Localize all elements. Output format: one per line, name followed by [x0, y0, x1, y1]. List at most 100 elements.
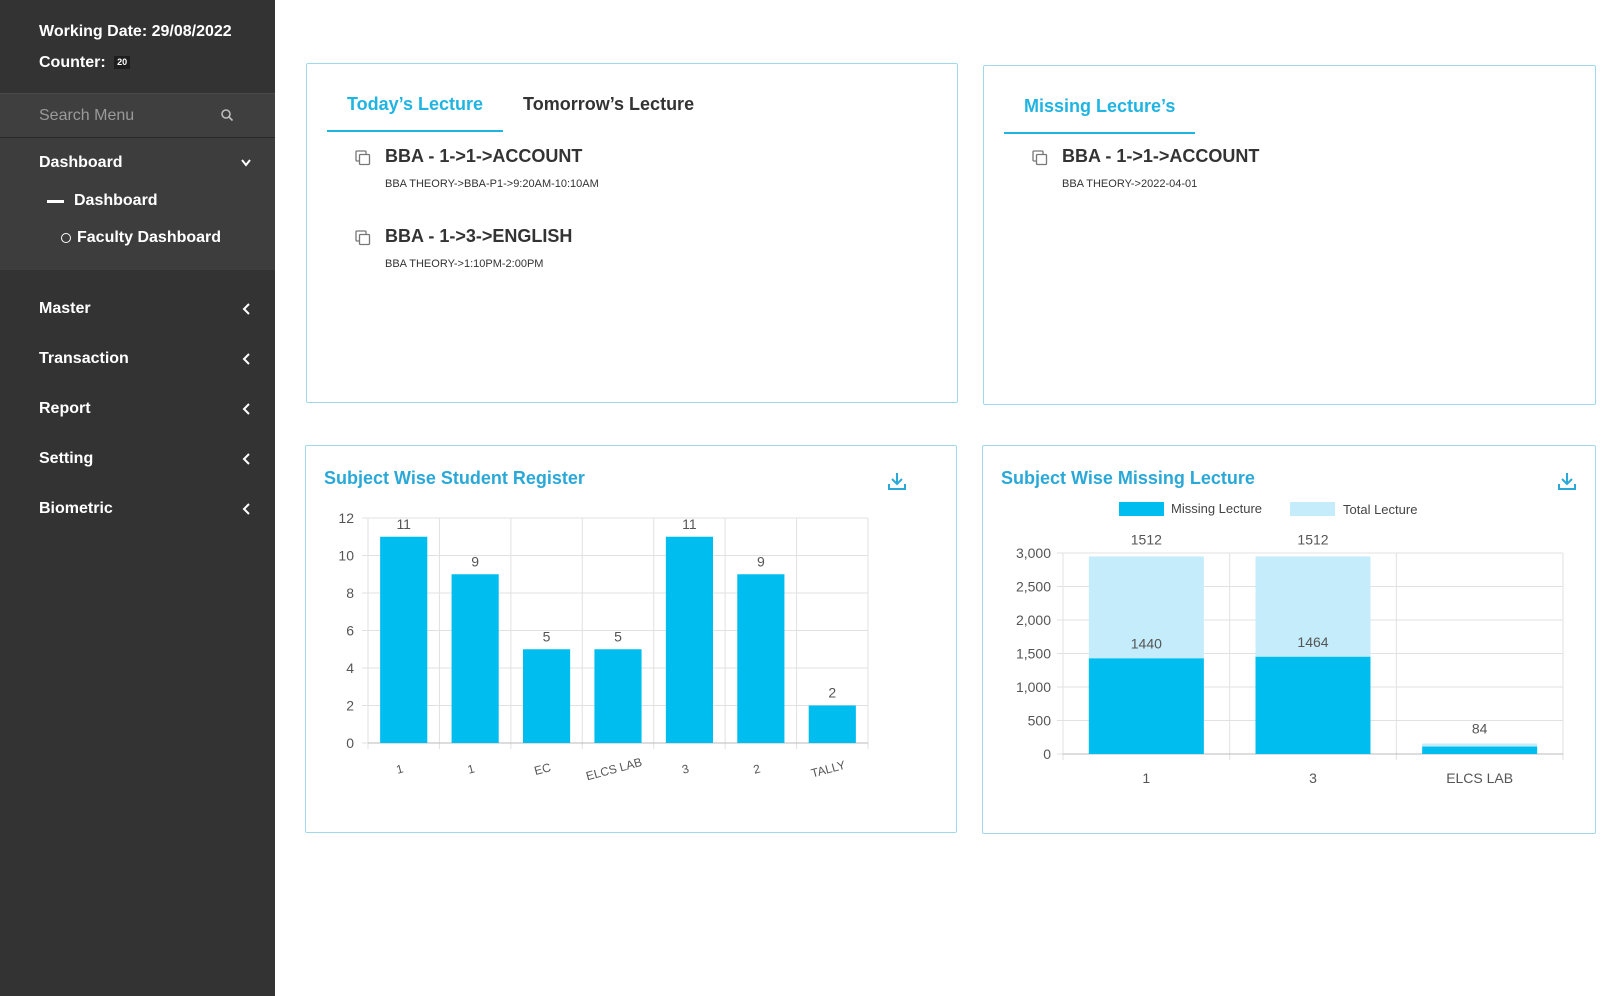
copy-icon [355, 150, 371, 166]
x-tick-label: 1 [395, 761, 405, 776]
y-tick-label: 8 [346, 585, 354, 601]
data-label: 1464 [1297, 634, 1328, 650]
legend-label: Missing Lecture [1171, 501, 1262, 516]
y-tick-label: 1,000 [1016, 679, 1051, 695]
bar-segment-total [1422, 743, 1538, 747]
x-tick-label: 1 [1142, 770, 1150, 786]
chevron-left-icon [242, 353, 250, 365]
data-label: 84 [1472, 721, 1488, 737]
lecture-detail: BBA THEORY->2022-04-01 [1062, 178, 1198, 190]
chart-title: Subject Wise Student Register [324, 468, 585, 488]
tab-missing-lectures[interactable]: Missing Lecture’s [1004, 88, 1196, 134]
y-tick-label: 2,000 [1016, 612, 1051, 628]
circle-icon [61, 233, 71, 243]
data-label: 1512 [1297, 531, 1328, 547]
missing-lecture-chart-card: Subject Wise Missing Lecture Missing Lec… [982, 445, 1596, 834]
y-tick-label: 0 [346, 735, 354, 751]
chevron-left-icon [242, 503, 250, 515]
bar-segment-missing [1255, 656, 1371, 754]
bar [523, 649, 571, 743]
counter-label: Counter: [39, 54, 106, 71]
sidebar-item-setting[interactable]: Setting [0, 436, 275, 482]
y-tick-label: 2,500 [1016, 579, 1051, 595]
bar [665, 536, 713, 743]
counter-row: Counter: 20 [39, 47, 275, 78]
legend-label: Total Lecture [1343, 502, 1417, 517]
lecture-title: BBA - 1->3->ENGLISH [385, 226, 573, 246]
y-tick-label: 2 [346, 698, 354, 714]
missing-lecture-card: Missing Lecture’s BBA - 1->1->ACCOUNT BB… [983, 65, 1596, 405]
sidebar-subitem-dashboard[interactable]: Dashboard [0, 182, 275, 219]
y-tick-label: 10 [338, 548, 354, 564]
x-tick-label: EC [533, 760, 553, 778]
y-tick-label: 3,000 [1016, 545, 1051, 561]
data-label: 5 [543, 628, 551, 644]
y-tick-label: 1,500 [1016, 646, 1051, 662]
lecture-detail: BBA THEORY->BBA-P1->9:20AM-10:10AM [385, 178, 599, 190]
data-label: 11 [682, 516, 697, 532]
main-menu: Master Transaction Report Setting Biomet… [0, 270, 275, 532]
sidebar-item-report[interactable]: Report [0, 386, 275, 432]
sidebar-item-master[interactable]: Master [0, 286, 275, 332]
search-menu [0, 94, 275, 138]
chart-title: Subject Wise Missing Lecture [1001, 468, 1255, 488]
bar [380, 536, 428, 743]
y-tick-label: 12 [338, 510, 354, 526]
data-label: 9 [471, 553, 479, 569]
x-tick-label: 1 [466, 761, 476, 776]
legend-swatch [1290, 502, 1335, 516]
chevron-down-icon [241, 159, 251, 167]
bar [594, 649, 642, 743]
sidebar-item-label: Report [39, 400, 91, 417]
counter-badge: 20 [114, 56, 131, 70]
chevron-left-icon [242, 403, 250, 415]
lecture-tabs: Today’s Lecture Tomorrow’s Lecture [327, 86, 714, 132]
x-tick-label: 2 [752, 761, 762, 776]
x-tick-label: TALLY [810, 758, 847, 781]
sidebar-header: Working Date: 29/08/2022 Counter: 20 [0, 0, 275, 94]
y-tick-label: 6 [346, 623, 354, 639]
bar-segment-missing [1088, 658, 1204, 754]
bar [808, 705, 856, 743]
y-tick-label: 500 [1028, 713, 1052, 729]
download-icon[interactable] [886, 470, 908, 492]
sidebar-item-transaction[interactable]: Transaction [0, 336, 275, 382]
missing-lecture-chart: Missing Lecture Total Lecture 0 500 1,000 1,5… [1016, 501, 1564, 786]
download-icon[interactable] [1556, 470, 1578, 492]
sidebar-item-label: Transaction [39, 350, 129, 367]
sidebar-subitem-label: Dashboard [74, 192, 158, 209]
copy-icon [355, 230, 371, 246]
bar [737, 574, 785, 743]
copy-icon [1032, 150, 1048, 166]
search-icon[interactable] [220, 108, 234, 122]
data-label: 1440 [1131, 635, 1162, 651]
sidebar-item-label: Dashboard [39, 154, 123, 171]
y-tick-label: 0 [1043, 746, 1051, 762]
search-menu-input[interactable] [39, 104, 219, 128]
lecture-title: BBA - 1->1->ACCOUNT [385, 146, 583, 166]
lecture-detail: BBA THEORY->1:10PM-2:00PM [385, 258, 544, 270]
chevron-left-icon [242, 303, 250, 315]
chevron-left-icon [242, 453, 250, 465]
missing-tabs: Missing Lecture’s [1004, 88, 1196, 134]
tab-todays-lecture[interactable]: Today’s Lecture [327, 86, 504, 132]
data-label: 2 [828, 685, 836, 701]
legend-swatch [1119, 502, 1164, 516]
lecture-card: Today’s Lecture Tomorrow’s Lecture BBA -… [306, 63, 958, 403]
tab-tomorrows-lecture[interactable]: Tomorrow’s Lecture [523, 94, 695, 114]
sidebar-item-dashboard[interactable]: Dashboard [0, 144, 275, 182]
working-date: Working Date: 29/08/2022 [39, 23, 232, 40]
x-tick-label: ELCS LAB [1446, 770, 1513, 786]
sidebar-item-biometric[interactable]: Biometric [0, 486, 275, 532]
active-dash-icon [47, 200, 64, 203]
sidebar: Working Date: 29/08/2022 Counter: 20 Das… [0, 0, 275, 996]
dashboard-menu-group: Dashboard Dashboard Faculty Dashboard [0, 138, 275, 270]
data-label: 5 [614, 628, 622, 644]
sidebar-subitem-faculty-dashboard[interactable]: Faculty Dashboard [0, 219, 275, 256]
data-label: 1512 [1131, 531, 1162, 547]
sidebar-item-label: Setting [39, 450, 94, 467]
x-tick-label: 3 [680, 761, 690, 776]
sidebar-item-label: Biometric [39, 500, 113, 517]
bar-segment-missing [1422, 746, 1538, 754]
